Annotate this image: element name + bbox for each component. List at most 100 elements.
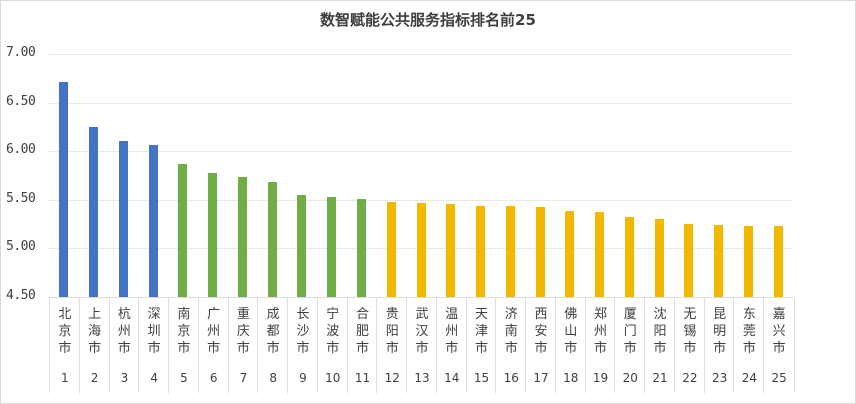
y-tick-label: 5.00 xyxy=(6,239,36,255)
y-tick-label: 4.50 xyxy=(6,288,36,303)
rank-number: 20 xyxy=(622,371,638,385)
category-label: 厦门市 20 xyxy=(614,297,645,393)
bar-1[interactable] xyxy=(59,82,69,297)
city-name: 沈阳市 xyxy=(653,307,667,356)
bar-2[interactable] xyxy=(89,126,99,297)
bar-6[interactable] xyxy=(208,172,218,297)
city-name: 贵阳市 xyxy=(385,307,399,356)
chart-title: 数智赋能公共服务指标排名前25 xyxy=(320,11,536,29)
city-name: 广州市 xyxy=(207,307,221,356)
plot-area xyxy=(49,0,793,297)
category-label: 西安市 17 xyxy=(525,297,556,393)
rank-number: 7 xyxy=(239,371,248,385)
category-label: 东莞市 24 xyxy=(733,297,764,393)
bar-22[interactable] xyxy=(684,224,694,297)
bar-14[interactable] xyxy=(446,203,456,297)
bar-23[interactable] xyxy=(714,225,724,297)
category-label: 合肥市 11 xyxy=(346,297,378,393)
category-label: 佛山市 18 xyxy=(554,297,586,393)
city-name: 郑州市 xyxy=(594,307,608,356)
bar-21[interactable] xyxy=(654,219,664,297)
rank-number: 4 xyxy=(150,371,158,385)
city-name: 合肥市 xyxy=(355,307,369,356)
category-label: 嘉兴市 25 xyxy=(763,297,795,393)
bar-8[interactable] xyxy=(267,182,277,297)
category-label: 长沙市 9 xyxy=(287,297,318,393)
city-name: 长沙市 xyxy=(296,307,310,356)
city-name: 杭州市 xyxy=(117,307,131,356)
rank-number: 12 xyxy=(384,371,400,385)
city-name: 天津市 xyxy=(474,307,488,356)
category-label: 济南市 16 xyxy=(495,297,526,393)
category-label: 无锡市 22 xyxy=(673,297,705,393)
category-label: 南京市 5 xyxy=(168,297,199,393)
city-name: 佛山市 xyxy=(564,307,578,356)
rank-number: 15 xyxy=(473,371,490,385)
rank-number: 22 xyxy=(682,371,698,385)
bar-17[interactable] xyxy=(535,206,545,297)
bar-20[interactable] xyxy=(624,217,634,297)
bar-11[interactable] xyxy=(356,198,366,297)
bar-3[interactable] xyxy=(118,140,128,297)
gridline xyxy=(49,200,793,201)
gridline xyxy=(49,54,793,55)
bar-16[interactable] xyxy=(505,205,515,297)
rank-number: 18 xyxy=(563,371,579,385)
bar-24[interactable] xyxy=(743,226,753,297)
rank-number: 25 xyxy=(771,371,787,385)
category-label: 天津市 15 xyxy=(465,297,497,393)
category-label: 深圳市 4 xyxy=(138,297,169,393)
city-name: 北京市 xyxy=(58,307,72,356)
city-name: 东莞市 xyxy=(742,307,756,356)
bar-25[interactable] xyxy=(773,226,783,297)
city-name: 深圳市 xyxy=(147,307,161,356)
city-name: 宁波市 xyxy=(326,307,340,356)
rank-number: 9 xyxy=(299,371,307,385)
city-name: 成都市 xyxy=(266,307,280,356)
rank-number: 23 xyxy=(711,371,728,385)
city-name: 厦门市 xyxy=(623,307,637,356)
bar-10[interactable] xyxy=(327,196,337,297)
bar-15[interactable] xyxy=(476,205,486,297)
rank-number: 2 xyxy=(90,371,99,385)
category-label: 昆明市 23 xyxy=(703,297,735,393)
bar-12[interactable] xyxy=(386,201,396,297)
rank-number: 17 xyxy=(533,371,549,385)
rank-number: 5 xyxy=(180,371,188,385)
rank-number: 10 xyxy=(325,371,341,385)
bar-9[interactable] xyxy=(297,194,307,297)
rank-number: 6 xyxy=(209,371,218,385)
bar-18[interactable] xyxy=(565,211,575,297)
rank-number: 21 xyxy=(652,371,668,385)
rank-number: 19 xyxy=(592,371,609,385)
bar-7[interactable] xyxy=(237,177,247,297)
bar-13[interactable] xyxy=(416,202,426,297)
category-label: 武汉市 13 xyxy=(406,297,437,393)
city-name: 无锡市 xyxy=(683,307,697,356)
y-tick-label: 6.50 xyxy=(6,93,36,109)
rank-number: 24 xyxy=(741,371,757,385)
x-axis-line xyxy=(49,297,793,298)
y-tick-label: 5.50 xyxy=(6,190,36,206)
bar-5[interactable] xyxy=(178,163,188,297)
rank-number: 1 xyxy=(61,371,69,385)
rank-number: 3 xyxy=(120,371,129,385)
city-name: 嘉兴市 xyxy=(772,307,786,356)
rank-number: 8 xyxy=(269,371,277,385)
city-name: 济南市 xyxy=(504,307,518,356)
bar-19[interactable] xyxy=(595,212,605,297)
city-name: 重庆市 xyxy=(236,307,250,356)
category-label: 郑州市 19 xyxy=(584,297,616,393)
category-label: 贵阳市 12 xyxy=(376,297,407,393)
bar-4[interactable] xyxy=(148,145,158,297)
category-label: 重庆市 7 xyxy=(227,297,259,393)
city-name: 温州市 xyxy=(445,307,459,356)
category-label: 上海市 2 xyxy=(78,297,110,393)
city-name: 南京市 xyxy=(177,307,191,356)
category-label: 北京市 1 xyxy=(49,297,80,393)
gridline xyxy=(49,103,793,104)
rank-number: 14 xyxy=(444,371,460,385)
category-label: 宁波市 10 xyxy=(316,297,348,393)
gridline xyxy=(49,151,793,152)
